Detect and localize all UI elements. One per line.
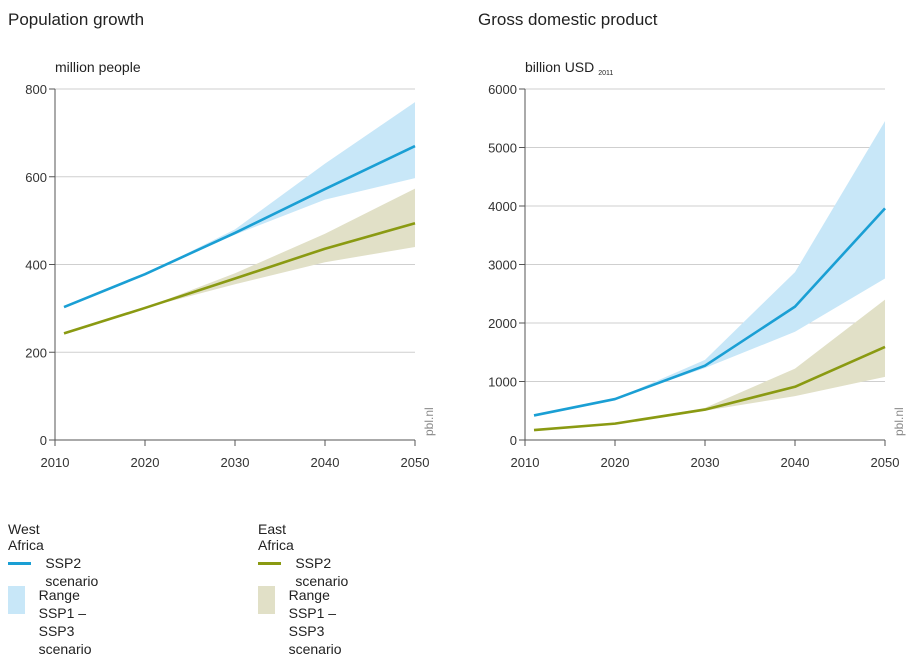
legend-east-range-sub: SSP1 – SSP3 scenario [288,605,342,657]
legend-east-range-label: Range [288,587,330,603]
y-tick-label: 0 [40,433,47,448]
x-tick-label: 2040 [781,455,810,470]
y-axis-label: million people [55,59,141,75]
y-axis-label: billion USD 2011 [525,59,613,77]
legend-east-africa-range: Range SSP1 – SSP3 scenario [258,586,359,658]
legend-west-africa-line: SSP2 scenario [8,554,109,590]
y-tick-label: 3000 [488,258,517,273]
y-tick-label: 0 [510,433,517,448]
y-tick-label: 5000 [488,141,517,156]
legend-east-africa-title: East Africa [258,521,294,553]
y-tick-label: 4000 [488,199,517,214]
legend-west-line-icon [8,562,32,565]
y-tick-label: 1000 [488,375,517,390]
y-tick-label: 600 [25,170,47,185]
legend-east-line-icon [258,562,282,565]
legend-west-africa-title: West Africa [8,521,44,553]
source-credit: pbl.nl [422,407,436,436]
range-band-west-africa [534,121,885,416]
legend-west-line-label: SSP2 scenario [45,555,99,589]
legend-east-band-icon [258,586,275,614]
legend-west-africa-range: Range SSP1 – SSP3 scenario [8,586,109,658]
x-tick-label: 2050 [401,455,430,470]
chart-0: million people 0 200 400 600 800 2010 2020 2030 2… [25,59,436,470]
series-line-east-africa [63,222,416,335]
y-tick-label: 400 [25,258,47,273]
chart-1: billion USD 2011 0 1000 2000 3000 4000 5000 6000… [488,59,906,470]
x-tick-label: 2050 [871,455,900,470]
y-tick-label: 800 [25,82,47,97]
charts-canvas: million people 0 200 400 600 800 2010 2020 2030 2… [25,59,906,470]
legend-west-range-label: Range [38,587,80,603]
range-band-east-africa [534,299,885,431]
legend-east-line-label: SSP2 scenario [295,555,349,589]
y-tick-label: 2000 [488,316,517,331]
legend-west-range-sub: SSP1 – SSP3 scenario [38,605,92,657]
range-band-east-africa [64,188,415,334]
x-tick-label: 2030 [221,455,250,470]
legend-east-africa-line: SSP2 scenario [258,554,359,590]
series-line-west-africa [63,144,416,309]
x-tick-label: 2030 [691,455,720,470]
legend-west-band-icon [8,586,25,614]
y-tick-label: 200 [25,345,47,360]
series-line-east-africa [533,345,886,432]
series-line-west-africa [533,207,886,417]
x-tick-label: 2040 [311,455,340,470]
y-tick-label: 6000 [488,82,517,97]
x-tick-label: 2020 [131,455,160,470]
population-chart-title: Population growth [8,10,145,29]
x-tick-label: 2010 [41,455,70,470]
y-axis-label-subscript: 2011 [598,70,613,77]
x-tick-label: 2010 [511,455,540,470]
source-credit: pbl.nl [892,407,906,436]
gdp-chart-title: Gross domestic product [478,10,658,29]
x-tick-label: 2020 [601,455,630,470]
